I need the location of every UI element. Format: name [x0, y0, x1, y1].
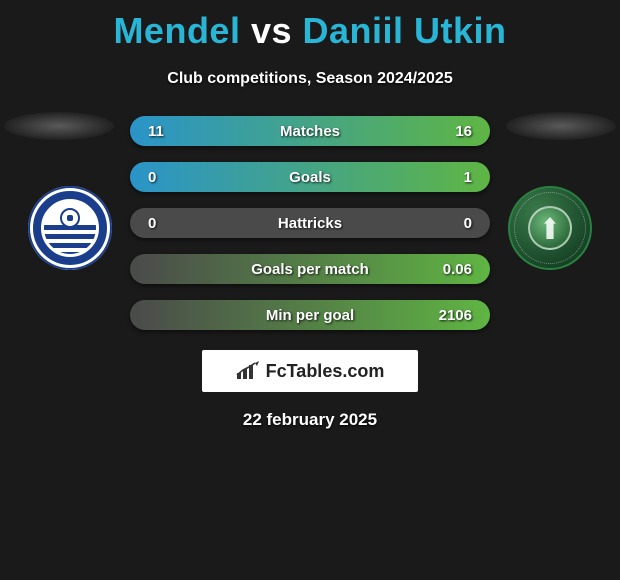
player1-name: Mendel — [113, 10, 240, 51]
stat-right-value: 2106 — [432, 307, 472, 324]
comparison-title: Mendel vs Daniil Utkin — [0, 0, 620, 52]
team2-badge — [508, 186, 592, 270]
stats-area: 11 Matches 16 0 Goals 1 0 Hattricks 0 Go… — [0, 116, 620, 330]
team1-badge — [28, 186, 112, 270]
baltika-crest-icon — [28, 186, 112, 270]
stat-left-value: 0 — [148, 215, 188, 232]
stat-left-value: 11 — [148, 123, 188, 140]
stat-label: Goals per match — [188, 261, 432, 278]
stat-right-value: 16 — [432, 123, 472, 140]
left-shadow-ellipse — [4, 112, 114, 140]
branding-box: FcTables.com — [202, 350, 418, 392]
stat-right-value: 0 — [432, 215, 472, 232]
stat-rows: 11 Matches 16 0 Goals 1 0 Hattricks 0 Go… — [130, 116, 490, 330]
stat-label: Hattricks — [188, 215, 432, 232]
branding-text: FcTables.com — [266, 361, 385, 382]
right-shadow-ellipse — [506, 112, 616, 140]
stat-right-value: 0.06 — [432, 261, 472, 278]
stat-label: Matches — [188, 123, 432, 140]
stat-row-min-per-goal: Min per goal 2106 — [130, 300, 490, 330]
stat-label: Goals — [188, 169, 432, 186]
vs-label: vs — [251, 10, 292, 51]
stat-row-hattricks: 0 Hattricks 0 — [130, 208, 490, 238]
stat-row-goals: 0 Goals 1 — [130, 162, 490, 192]
stat-row-matches: 11 Matches 16 — [130, 116, 490, 146]
stat-label: Min per goal — [188, 307, 432, 324]
competition-subtitle: Club competitions, Season 2024/2025 — [0, 70, 620, 88]
bar-chart-icon — [236, 361, 262, 381]
stat-row-goals-per-match: Goals per match 0.06 — [130, 254, 490, 284]
comparison-date: 22 february 2025 — [0, 410, 620, 430]
player2-name: Daniil Utkin — [303, 10, 507, 51]
terek-crest-icon — [508, 186, 592, 270]
stat-left-value: 0 — [148, 169, 188, 186]
stat-right-value: 1 — [432, 169, 472, 186]
